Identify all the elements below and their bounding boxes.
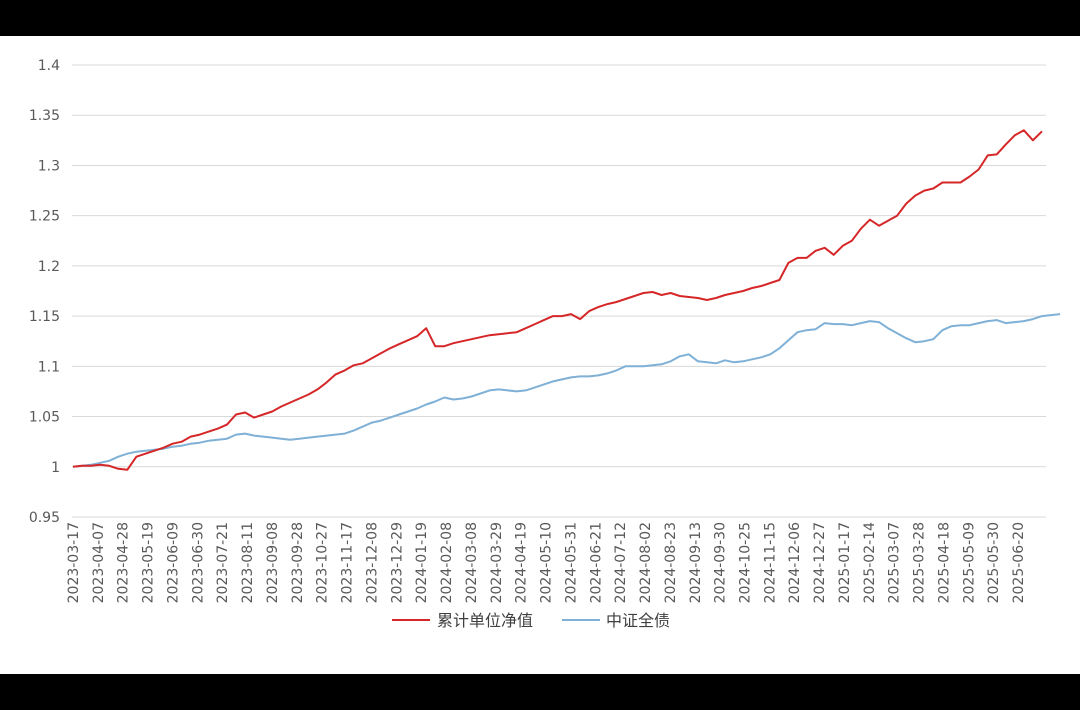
- x-tick-label: 2024-05-10: [539, 522, 555, 603]
- x-tick-label: 2024-11-15: [762, 522, 778, 603]
- y-tick-label: 1.4: [38, 58, 60, 74]
- x-tick-label: 2025-05-30: [986, 522, 1002, 603]
- x-tick-label: 2023-11-17: [340, 522, 356, 603]
- x-tick-label: 2024-12-06: [787, 522, 803, 603]
- x-tick-label: 2023-04-07: [91, 522, 107, 603]
- x-tick-label: 2023-12-29: [389, 522, 405, 603]
- x-tick-label: 2025-03-07: [887, 522, 903, 603]
- y-tick-label: 1: [51, 460, 60, 476]
- legend-label-nav: 累计单位净值: [437, 611, 533, 630]
- x-tick-label: 2023-08-11: [240, 522, 256, 603]
- x-tick-label: 2024-09-13: [688, 522, 704, 603]
- y-tick-label: 1.3: [38, 158, 60, 174]
- grid-lines: [72, 64, 1046, 468]
- x-tick-label: 2023-06-30: [190, 522, 206, 603]
- y-tick-label: 1.35: [29, 108, 60, 124]
- x-tick-label: 2025-06-20: [1011, 522, 1027, 603]
- x-tick-label: 2023-05-19: [141, 522, 157, 603]
- x-axis-ticks: 2023-03-17 2023-04-07 2023-04-28 2023-05-19…: [66, 522, 1027, 603]
- line-chart: 0.95 1 1.05 1.1 1.15 1.2 1.25 1.3 1.35 1.4 2023-0…: [29, 58, 1061, 630]
- x-tick-label: 2023-07-21: [215, 522, 231, 603]
- x-tick-label: 2025-01-17: [837, 522, 853, 603]
- series-lines: [72, 129, 1061, 471]
- legend-label-bond-index: 中证全债: [606, 611, 670, 630]
- x-tick-label: 2025-02-14: [862, 522, 878, 603]
- y-tick-label: 1.25: [29, 209, 60, 225]
- x-tick-label: 2025-03-28: [912, 522, 928, 603]
- x-tick-label: 2024-10-25: [737, 522, 753, 603]
- x-tick-label: 2024-12-27: [812, 522, 828, 603]
- x-tick-label: 2023-03-17: [66, 522, 82, 603]
- x-tick-label: 2024-08-02: [638, 522, 654, 603]
- legend: 累计单位净值 中证全债: [392, 611, 670, 630]
- x-tick-label: 2024-05-31: [563, 522, 579, 603]
- chart-frame: 0.95 1 1.05 1.1 1.15 1.2 1.25 1.3 1.35 1.4 2023-0…: [0, 36, 1080, 674]
- y-tick-label: 1.1: [38, 359, 60, 375]
- x-tick-label: 2023-04-28: [116, 522, 132, 603]
- x-tick-label: 2024-07-12: [613, 522, 629, 603]
- y-tick-label: 1.15: [29, 309, 60, 325]
- series-line: [72, 129, 1043, 471]
- y-tick-label: 1.2: [38, 259, 60, 275]
- x-tick-label: 2024-08-23: [663, 522, 679, 603]
- x-tick-label: 2024-03-29: [489, 522, 505, 603]
- x-tick-label: 2023-09-08: [265, 522, 281, 603]
- x-tick-label: 2023-12-08: [364, 522, 380, 603]
- y-tick-label: 1.05: [29, 410, 60, 426]
- x-tick-label: 2025-04-18: [936, 522, 952, 603]
- series-line: [72, 313, 1061, 468]
- x-tick-label: 2023-06-09: [165, 522, 181, 603]
- x-tick-label: 2024-09-30: [713, 522, 729, 603]
- y-axis-ticks: 0.95 1 1.05 1.1 1.15 1.2 1.25 1.3 1.35 1.4: [29, 58, 60, 526]
- x-tick-label: 2025-05-09: [961, 522, 977, 603]
- x-tick-label: 2024-01-19: [414, 522, 430, 603]
- x-tick-label: 2024-04-19: [514, 522, 530, 603]
- x-tick-label: 2023-09-28: [290, 522, 306, 603]
- x-tick-label: 2024-02-08: [439, 522, 455, 603]
- x-tick-label: 2024-03-08: [464, 522, 480, 603]
- x-tick-label: 2024-06-21: [588, 522, 604, 603]
- x-tick-label: 2023-10-27: [315, 522, 331, 603]
- y-tick-label: 0.95: [29, 510, 60, 526]
